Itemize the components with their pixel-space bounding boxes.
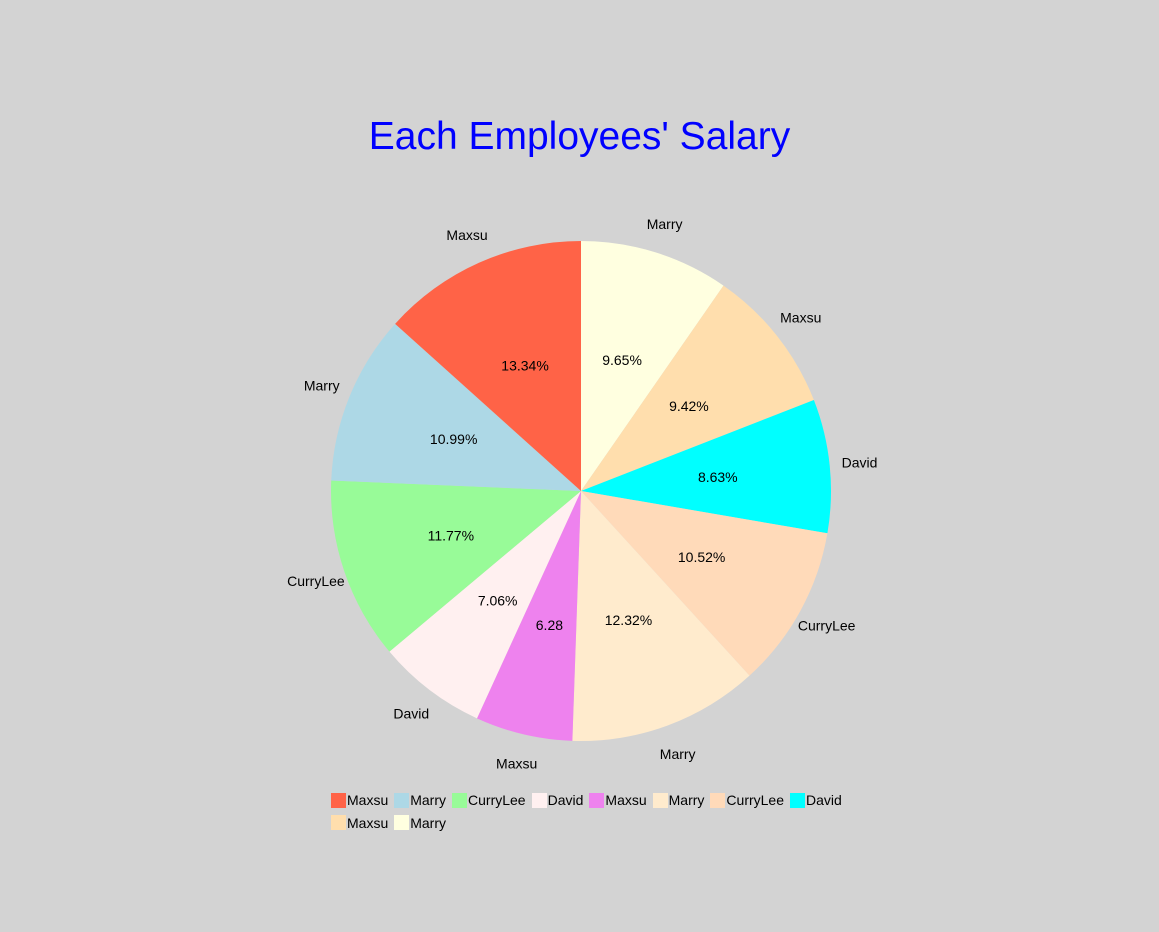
legend-swatch [394,815,410,830]
legend-item: Maxsu [331,813,388,833]
legend-swatch [589,792,605,808]
chart-title: Each Employees' Salary [368,115,791,158]
legend-label: Marry [410,814,447,831]
slice-percent-label: 8.63% [698,469,738,485]
slice-percent-label: 9.42% [669,398,709,414]
slice-percent-label: 13.34% [501,357,548,373]
legend-label: Maxsu [605,792,647,808]
legend-item: Marry [394,813,446,833]
pie-slice [581,241,724,491]
slice-name-label: Marry [647,216,683,232]
slice-percent-label: 11.77% [428,527,474,543]
legend-swatch [652,792,668,808]
slice-name-label: David [842,455,878,471]
slice-name-label: Marry [660,746,696,762]
slice-name-labels: Marry Maxsu David CurryLee Marry Maxsu David Cu… [287,216,877,772]
slice-name-label: Marry [304,377,340,393]
slice-name-label: David [393,706,429,722]
percent-labels: 9.65% 9.42% 8.63% 10.52% 12.32% 6.28 7.06% 11.7… [428,352,738,633]
legend-label: Maxsu [347,814,389,831]
legend-swatch [531,792,547,808]
slice-percent-label: 7.06% [478,592,518,608]
slice-name-label: Maxsu [446,227,487,243]
slice-percent-label: 10.52% [678,549,725,565]
legend-label: CurryLee [468,792,526,808]
legend-swatch [710,792,726,808]
pie-slice [476,491,581,741]
legend-label: Maxsu [347,792,389,808]
slice-name-label: Maxsu [780,309,821,325]
legend-item: CurryLee [452,790,526,810]
slice-name-label: CurryLee [287,573,345,589]
legend-label: David [806,792,842,808]
legend-label: David [547,792,584,808]
pie-slice [581,400,831,534]
legend: Maxsu Marry CurryLee David Maxsu Marry CurryLe… [331,790,871,835]
pie-slice [572,491,750,741]
legend-swatch [452,792,468,808]
slice-name-label: CurryLee [798,617,856,633]
slice-percent-label: 10.99% [430,431,477,447]
legend-item: Maxsu [331,790,388,810]
pie-slice [581,285,814,491]
legend-swatch [394,792,410,808]
pie-slice [581,491,828,676]
slice-percent-label: 6.28 [536,617,563,633]
pie-slice [389,491,581,719]
slice-name-label: Maxsu [496,756,537,772]
pie-slices [331,241,831,741]
legend-label: Marry [410,792,447,808]
legend-label: CurryLee [726,792,785,808]
legend-swatch [331,792,346,808]
legend-label: Marry [668,792,705,808]
pie-slice [395,241,581,491]
legend-item: Maxsu [589,790,647,810]
pie-slice [331,323,581,491]
slice-percent-label: 9.65% [602,352,642,368]
pie-slice [331,480,581,652]
legend-item: David [790,790,842,810]
legend-item: David [531,790,584,810]
legend-swatch [790,792,806,808]
legend-swatch [331,815,346,830]
slice-percent-label: 12.32% [605,612,652,628]
legend-item: Marry [394,790,446,810]
legend-item: Marry [652,790,705,810]
legend-item: CurryLee [710,790,784,810]
